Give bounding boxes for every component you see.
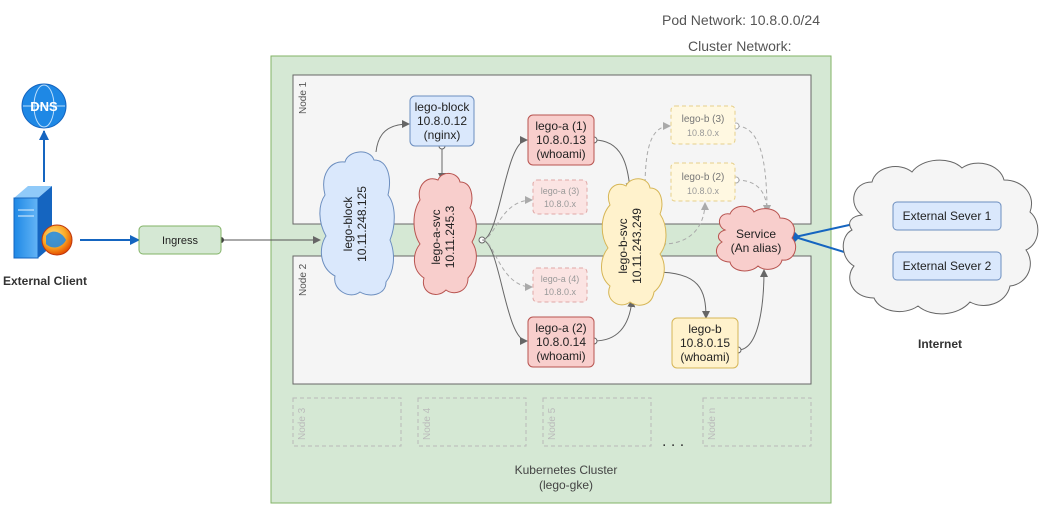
- lego-b2-box[interactable]: [670, 162, 736, 202]
- dns-label: DNS: [30, 99, 58, 114]
- internet-cloud: [842, 159, 1039, 315]
- lego-a4-box[interactable]: [532, 267, 588, 303]
- lego-block-pod-name: lego-block: [415, 100, 471, 114]
- lego-a2-name: lego-a (2): [535, 321, 586, 335]
- node-5-label: Node 5: [547, 407, 558, 440]
- cluster-subtitle: (lego-gke): [539, 478, 593, 492]
- lego-a-svc-to-a2-arrow: [481, 239, 528, 345]
- lego-block-pod-app: (nginx): [424, 128, 461, 142]
- lego-b3-name: lego-b (3): [682, 114, 725, 125]
- lego-a1-app: (whoami): [536, 147, 585, 161]
- lego-b-box[interactable]: [671, 317, 739, 369]
- node-2-label: Node 2: [298, 263, 309, 296]
- lego-b-app: (whoami): [680, 350, 729, 364]
- lego-a1-ip: 10.8.0.13: [536, 133, 586, 147]
- lego-b2-ip: 10.8.0.x: [687, 186, 720, 196]
- lego-a1-box[interactable]: [527, 114, 595, 166]
- lego-a4-name: lego-a (4): [541, 274, 580, 284]
- ingress-box[interactable]: [138, 225, 222, 255]
- lego-a2-app: (whoami): [536, 349, 585, 363]
- lego-b3-ip: 10.8.0.x: [687, 128, 720, 138]
- service-name: Service: [736, 227, 776, 241]
- lego-b-svc-to-lego-b-arrow: [651, 268, 710, 319]
- lego-block-pod-box[interactable]: [409, 95, 475, 147]
- lego-a-svc-ip: 10.11.245.3: [443, 205, 457, 268]
- lego-a3-box[interactable]: [532, 179, 588, 215]
- lego-a-svc-cloud[interactable]: [413, 173, 477, 295]
- node-n-box: [702, 397, 812, 447]
- lego-a-svc-to-a4-arrow: [481, 239, 533, 291]
- lego-a2-box[interactable]: [527, 316, 595, 368]
- lego-b-svc-ip: 10.11.243.249: [630, 208, 644, 284]
- node-1-label: Node 1: [298, 81, 309, 114]
- lego-b-svc-cloud[interactable]: [601, 178, 667, 306]
- lego-b-ip: 10.8.0.15: [680, 336, 730, 350]
- external-server-1-box[interactable]: [892, 201, 1002, 231]
- cluster-title: Kubernetes Cluster: [515, 463, 618, 477]
- lego-a3-name: lego-a (3): [541, 186, 580, 196]
- node-4-box: [417, 397, 527, 447]
- lego-b-name: lego-b: [688, 322, 722, 336]
- node-5-box: [542, 397, 652, 447]
- external-server-1-label: External Sever 1: [903, 209, 992, 223]
- lego-block-pod-ip: 10.8.0.12: [417, 114, 467, 128]
- lego-a-svc-name: lego-a-svc: [429, 209, 443, 264]
- node-4-label: Node 4: [422, 407, 433, 440]
- service-alias: (An alias): [731, 241, 782, 255]
- more-nodes-ellipsis: . . .: [662, 433, 684, 450]
- external-client-label: External Client: [3, 274, 87, 288]
- svc-to-lego-block-pod-arrow: [375, 120, 410, 153]
- lego-b2-name: lego-b (2): [682, 172, 725, 183]
- a2-to-lego-b-svc-arrow: [590, 299, 636, 345]
- lego-a2-ip: 10.8.0.14: [536, 335, 586, 349]
- lego-a4-ip: 10.8.0.x: [544, 287, 577, 297]
- external-server-2-label: External Sever 2: [903, 259, 992, 273]
- internet-label: Internet: [918, 337, 962, 351]
- lego-b3-box[interactable]: [670, 105, 736, 145]
- lego-b-svc-name: lego-b-svc: [616, 218, 630, 273]
- lego-block-svc-ip: 10.11.248.125: [355, 186, 369, 262]
- b3-to-service-arrow: [732, 122, 771, 213]
- lego-a1-name: lego-a (1): [535, 119, 586, 133]
- pod-network-label: Pod Network: 10.8.0.0/24: [662, 12, 820, 28]
- node-n-label: Node n: [707, 408, 718, 440]
- lego-b-svc-to-b2-arrow: [658, 202, 709, 248]
- ingress-label: Ingress: [162, 235, 199, 247]
- node-3-label: Node 3: [297, 407, 308, 440]
- external-server-2-box[interactable]: [892, 251, 1002, 281]
- cluster-network-label: Cluster Network:: [688, 38, 791, 54]
- lego-b-to-service-arrow: [734, 269, 768, 354]
- lego-b-svc-to-b3-arrow: [644, 122, 671, 191]
- lego-block-svc-cloud[interactable]: [319, 151, 395, 296]
- lego-a3-ip: 10.8.0.x: [544, 199, 577, 209]
- node-3-box: [292, 397, 402, 447]
- lego-block-svc-name: lego-block: [341, 196, 355, 252]
- globe-icon: [41, 224, 73, 256]
- lego-a-svc-to-a3-arrow: [481, 196, 533, 241]
- lego-a-svc-to-a1-arrow: [478, 136, 528, 244]
- service-alias-cloud[interactable]: [715, 205, 797, 272]
- dns-icon: DNS: [21, 83, 67, 129]
